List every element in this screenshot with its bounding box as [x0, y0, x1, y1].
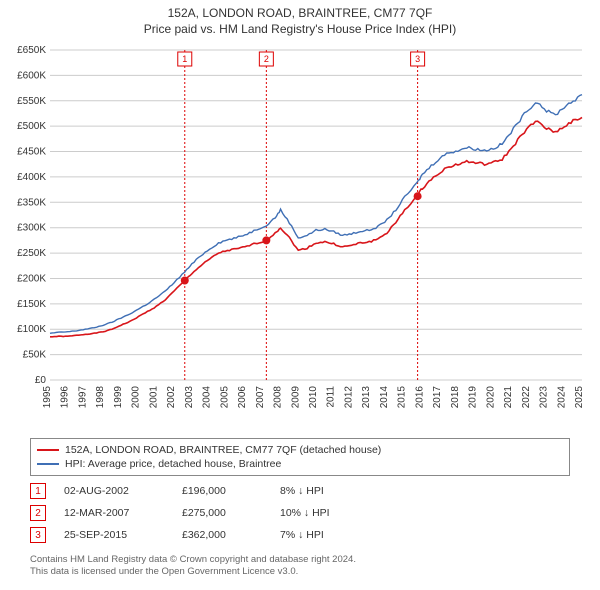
svg-text:1995: 1995: [42, 386, 53, 409]
svg-text:2000: 2000: [131, 386, 142, 409]
svg-text:2008: 2008: [273, 386, 284, 409]
event-row: 1 02-AUG-2002 £196,000 8% ↓ HPI: [30, 480, 570, 502]
svg-text:2016: 2016: [414, 386, 425, 409]
event-row: 3 25-SEP-2015 £362,000 7% ↓ HPI: [30, 524, 570, 546]
svg-text:2011: 2011: [326, 386, 337, 408]
svg-text:2020: 2020: [485, 386, 496, 409]
svg-text:£50K: £50K: [23, 350, 47, 361]
event-price: £275,000: [182, 507, 262, 519]
chart-subtitle: Price paid vs. HM Land Registry's House …: [0, 20, 600, 42]
svg-text:2006: 2006: [237, 386, 248, 409]
svg-text:£150K: £150K: [17, 299, 46, 310]
svg-text:£200K: £200K: [17, 273, 46, 284]
svg-text:1: 1: [182, 54, 187, 64]
svg-text:2003: 2003: [184, 386, 195, 409]
svg-text:2022: 2022: [521, 386, 532, 409]
event-delta: 10% ↓ HPI: [280, 507, 330, 519]
event-marker: 2: [30, 505, 46, 521]
legend-label-red: 152A, LONDON ROAD, BRAINTREE, CM77 7QF (…: [65, 444, 381, 456]
svg-text:£400K: £400K: [17, 172, 46, 183]
svg-text:2019: 2019: [468, 386, 479, 409]
legend-item-red: 152A, LONDON ROAD, BRAINTREE, CM77 7QF (…: [37, 443, 563, 457]
svg-text:2012: 2012: [343, 386, 354, 409]
svg-text:2021: 2021: [503, 386, 514, 409]
svg-text:2025: 2025: [574, 386, 585, 409]
event-price: £362,000: [182, 529, 262, 541]
svg-text:£100K: £100K: [17, 324, 46, 335]
svg-text:2: 2: [264, 54, 269, 64]
svg-text:2004: 2004: [202, 386, 213, 409]
svg-text:2001: 2001: [148, 386, 159, 409]
svg-text:2015: 2015: [397, 386, 408, 409]
svg-text:£600K: £600K: [17, 70, 46, 81]
event-price: £196,000: [182, 485, 262, 497]
event-date: 12-MAR-2007: [64, 507, 164, 519]
event-date: 25-SEP-2015: [64, 529, 164, 541]
legend-label-blue: HPI: Average price, detached house, Brai…: [65, 458, 281, 470]
legend: 152A, LONDON ROAD, BRAINTREE, CM77 7QF (…: [30, 438, 570, 476]
chart-title: 152A, LONDON ROAD, BRAINTREE, CM77 7QF: [0, 0, 600, 20]
svg-text:£0: £0: [35, 375, 47, 386]
svg-text:£300K: £300K: [17, 223, 46, 234]
event-marker: 3: [30, 527, 46, 543]
svg-text:2014: 2014: [379, 386, 390, 409]
event-marker: 1: [30, 483, 46, 499]
footer-line2: This data is licensed under the Open Gov…: [30, 566, 570, 578]
event-row: 2 12-MAR-2007 £275,000 10% ↓ HPI: [30, 502, 570, 524]
svg-text:3: 3: [415, 54, 420, 64]
svg-text:1998: 1998: [95, 386, 106, 409]
legend-swatch-blue: [37, 463, 59, 465]
event-list: 1 02-AUG-2002 £196,000 8% ↓ HPI 2 12-MAR…: [30, 480, 570, 546]
svg-text:2013: 2013: [361, 386, 372, 409]
svg-text:2023: 2023: [539, 386, 550, 409]
svg-text:2005: 2005: [219, 386, 230, 409]
svg-text:2018: 2018: [450, 386, 461, 409]
svg-text:£650K: £650K: [17, 45, 46, 56]
legend-item-blue: HPI: Average price, detached house, Brai…: [37, 457, 563, 471]
footer-note: Contains HM Land Registry data © Crown c…: [30, 554, 570, 579]
svg-text:£350K: £350K: [17, 197, 46, 208]
svg-text:2002: 2002: [166, 386, 177, 409]
svg-text:1997: 1997: [77, 386, 88, 409]
svg-text:£450K: £450K: [17, 147, 46, 158]
event-delta: 7% ↓ HPI: [280, 529, 324, 541]
footer-line1: Contains HM Land Registry data © Crown c…: [30, 554, 570, 566]
svg-text:£500K: £500K: [17, 121, 46, 132]
svg-text:1996: 1996: [60, 386, 71, 409]
price-chart: £0 £50K £100K £150K £200K £250K £300K £350K £400…: [0, 42, 600, 432]
event-delta: 8% ↓ HPI: [280, 485, 324, 497]
svg-text:£250K: £250K: [17, 248, 46, 259]
svg-text:2009: 2009: [290, 386, 301, 409]
legend-swatch-red: [37, 449, 59, 451]
svg-text:£550K: £550K: [17, 96, 46, 107]
svg-text:2024: 2024: [556, 386, 567, 409]
svg-text:2010: 2010: [308, 386, 319, 409]
svg-text:2007: 2007: [255, 386, 266, 409]
svg-text:2017: 2017: [432, 386, 443, 409]
event-date: 02-AUG-2002: [64, 485, 164, 497]
svg-text:1999: 1999: [113, 386, 124, 409]
